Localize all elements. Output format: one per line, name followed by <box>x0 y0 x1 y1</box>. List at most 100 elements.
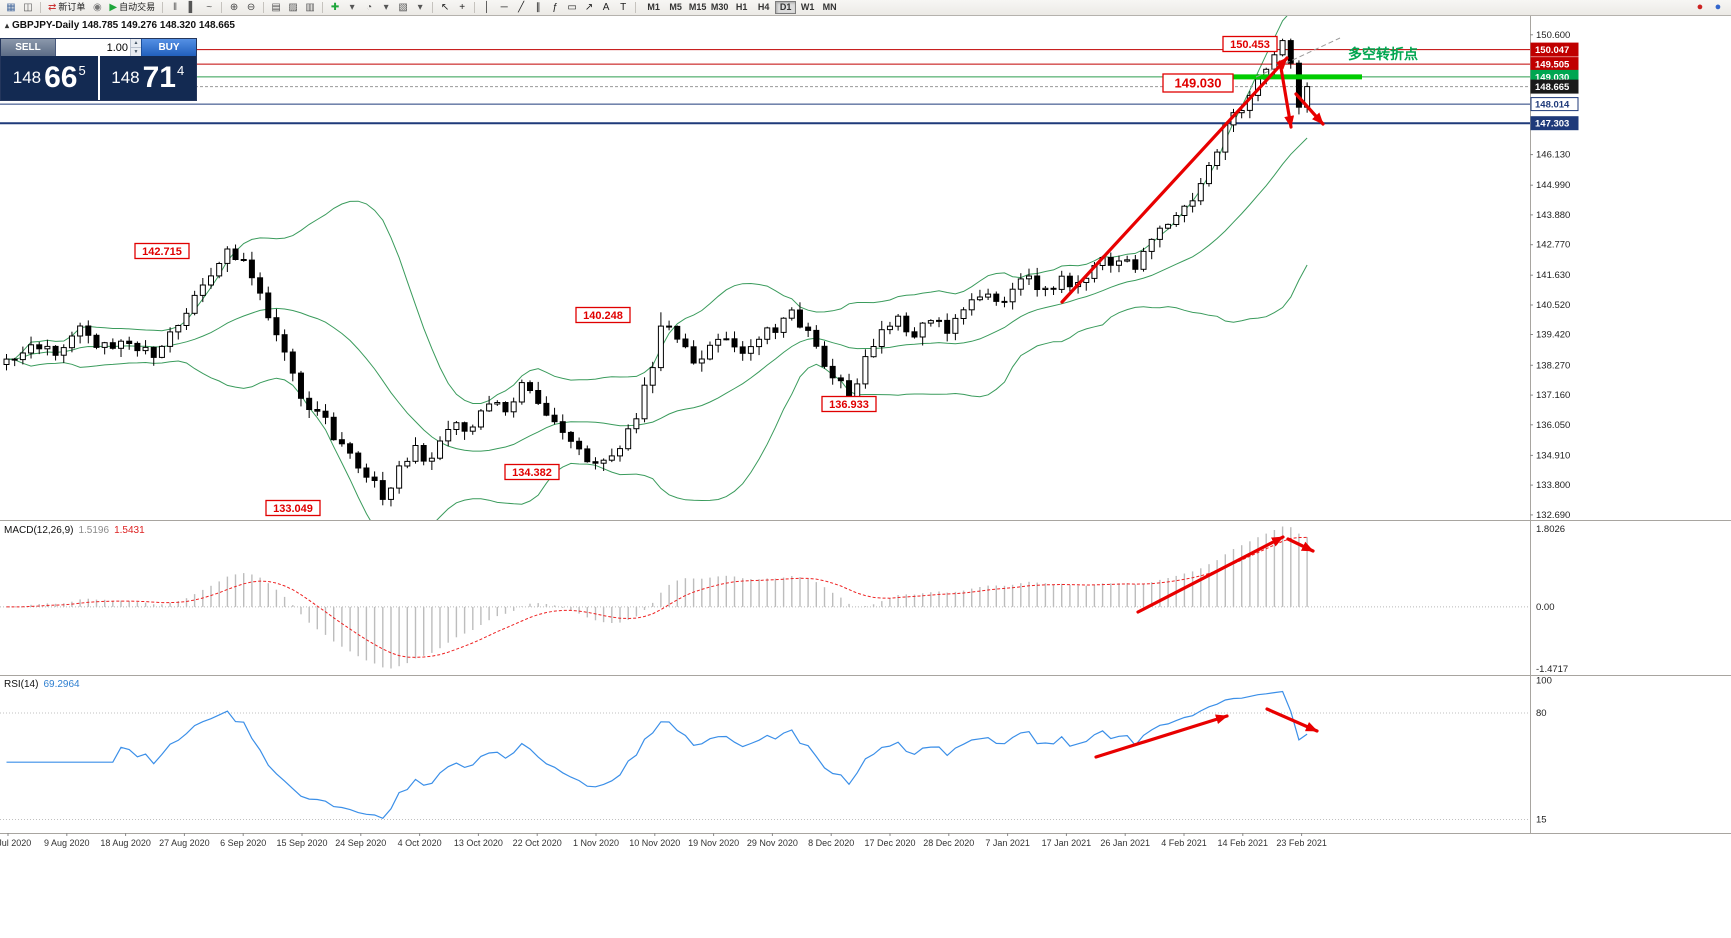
volume-input[interactable] <box>56 39 130 56</box>
buy-price-button[interactable]: 148 71 4 <box>99 56 196 100</box>
timeframe-w1-button[interactable]: W1 <box>797 1 818 14</box>
timeframe-d1-button[interactable]: D1 <box>775 1 797 14</box>
community-icon[interactable]: ● <box>1692 1 1708 15</box>
svg-text:150.453: 150.453 <box>1230 39 1270 51</box>
templates-icon[interactable]: ▧ <box>395 1 411 15</box>
expert-advisors-icon[interactable]: ◉ <box>89 1 105 15</box>
svg-text:13 Oct 2020: 13 Oct 2020 <box>454 838 503 848</box>
volume-decrease-button[interactable]: ▼ <box>131 48 141 56</box>
svg-text:133.049: 133.049 <box>273 503 313 515</box>
timeframe-m1-button[interactable]: M1 <box>643 1 664 14</box>
cursor-icon: ↖ <box>440 1 450 13</box>
svg-text:17 Jan 2021: 17 Jan 2021 <box>1042 838 1092 848</box>
symbol-ohlc-text: GBPJPY-Daily 148.785 149.276 148.320 148… <box>12 20 235 31</box>
tile-windows-icon: ▤ <box>271 1 281 13</box>
indicators-dropdown-icon[interactable]: ▾ <box>344 1 360 15</box>
new-order-button[interactable]: ⇄ 新订单 <box>45 1 88 15</box>
svg-text:142.715: 142.715 <box>142 246 182 258</box>
cursor-icon[interactable]: ↖ <box>437 1 453 15</box>
channel-icon[interactable]: ∥ <box>530 1 546 15</box>
macd-indicator-label: MACD(12,26,9) 1.5196 1.5431 <box>4 525 145 536</box>
price-annotation-label: 142.715 <box>134 242 190 260</box>
svg-text:8 Dec 2020: 8 Dec 2020 <box>808 838 854 848</box>
volume-increase-button[interactable]: ▲ <box>131 39 141 48</box>
timeframe-h4-button[interactable]: H4 <box>753 1 774 14</box>
indicators-icon: ✚ <box>330 1 340 13</box>
text-icon[interactable]: A <box>598 1 614 15</box>
svg-text:136.933: 136.933 <box>829 399 869 411</box>
svg-text:9 Aug 2020: 9 Aug 2020 <box>44 838 90 848</box>
autotrading-button[interactable]: ▶ 自动交易 <box>106 1 158 15</box>
svg-text:14 Feb 2021: 14 Feb 2021 <box>1218 838 1269 848</box>
svg-text:136.050: 136.050 <box>1536 420 1570 431</box>
sell-button[interactable]: SELL <box>1 39 56 56</box>
timeframe-toolbar: M1 M5 M15 M30 H1 H4 D1 W1 MN <box>643 1 840 14</box>
indicators-icon[interactable]: ✚ <box>327 1 343 15</box>
timeframe-mn-button[interactable]: MN <box>819 1 840 14</box>
svg-text:134.382: 134.382 <box>512 467 552 479</box>
timeframe-m15-button[interactable]: M15 <box>688 2 707 12</box>
zoom-out-icon[interactable]: ⊖ <box>243 1 259 15</box>
new-chart-icon[interactable]: ▦ <box>3 1 19 15</box>
svg-text:138.270: 138.270 <box>1536 360 1570 371</box>
buy-button[interactable]: BUY <box>141 39 196 56</box>
trendline-icon: ╱ <box>518 1 525 13</box>
expert-advisors-icon: ◉ <box>93 1 102 13</box>
zoom-in-icon[interactable]: ⊕ <box>226 1 242 15</box>
crosshair-icon[interactable]: + <box>454 1 470 15</box>
shapes-icon[interactable]: ▭ <box>564 1 580 15</box>
zoom-out-icon: ⊖ <box>246 1 256 13</box>
tile-windows-icon[interactable]: ▤ <box>268 1 284 15</box>
svg-text:27 Aug 2020: 27 Aug 2020 <box>159 838 210 848</box>
rsi-pane-splitter[interactable] <box>0 674 1731 677</box>
periods-dropdown-icon[interactable]: ▾ <box>378 1 394 15</box>
trendline-icon[interactable]: ╱ <box>513 1 529 15</box>
candlestick-chart-icon[interactable]: ▌ <box>184 1 200 15</box>
new-chart-icon: ▦ <box>6 1 16 13</box>
periods-dropdown-icon: ▾ <box>383 1 389 13</box>
svg-text:149.030: 149.030 <box>1175 76 1222 91</box>
cascade-windows-icon: ▨ <box>288 1 298 13</box>
new-order-button: ⇄ <box>48 1 57 13</box>
toolbar-separator <box>40 2 41 13</box>
templates-dropdown-icon[interactable]: ▾ <box>412 1 428 15</box>
toolbar-separator <box>221 2 223 13</box>
svg-text:148.665: 148.665 <box>1535 82 1570 93</box>
price-tag: 150.047 <box>1530 42 1579 57</box>
svg-text:100: 100 <box>1536 675 1552 686</box>
sell-price-point: 5 <box>78 62 86 78</box>
text-label-icon[interactable]: T <box>615 1 631 15</box>
toolbar-separator <box>162 2 164 13</box>
svg-text:15: 15 <box>1536 815 1547 826</box>
price-tag: 148.665 <box>1530 79 1579 94</box>
line-chart-icon[interactable]: ~ <box>201 1 217 15</box>
time-axis[interactable] <box>0 833 1530 854</box>
vertical-line-icon[interactable]: │ <box>479 1 495 15</box>
timeframe-m5-button[interactable]: M5 <box>665 1 686 14</box>
timeframe-m30-button[interactable]: M30 <box>710 2 729 12</box>
arrange-windows-icon[interactable]: ▥ <box>302 1 318 15</box>
svg-text:141.630: 141.630 <box>1536 270 1570 281</box>
macd-pane-splitter[interactable] <box>0 519 1731 522</box>
svg-text:4 Oct 2020: 4 Oct 2020 <box>398 838 442 848</box>
timeframe-h1-button[interactable]: H1 <box>731 1 752 14</box>
chart-profiles-icon[interactable]: ◫ <box>20 1 36 15</box>
arrows-icon[interactable]: ↗ <box>581 1 597 15</box>
periods-icon: ◔ <box>366 1 373 13</box>
sell-price-big: 148 <box>12 68 42 87</box>
chart-area[interactable]: 150.600 146.130 144.990 143.880 142.770 141.6… <box>0 16 1731 938</box>
periods-icon[interactable]: ◔ <box>361 1 377 15</box>
cascade-windows-icon[interactable]: ▨ <box>285 1 301 15</box>
candlestick-chart-icon: ▌ <box>188 1 196 13</box>
rsi-name: RSI(14) <box>4 679 39 690</box>
horizontal-line-icon[interactable]: ─ <box>496 1 512 15</box>
svg-text:18 Aug 2020: 18 Aug 2020 <box>100 838 151 848</box>
fibonacci-icon[interactable]: ƒ <box>547 1 563 15</box>
price-axis[interactable] <box>1530 16 1731 833</box>
svg-text:4 Feb 2021: 4 Feb 2021 <box>1161 838 1207 848</box>
toolbar-separator <box>635 2 637 13</box>
help-icon[interactable]: ● <box>1710 1 1726 15</box>
sell-price-button[interactable]: 148 66 5 <box>1 56 98 100</box>
macd-main-value: 1.5196 <box>78 525 110 536</box>
bar-chart-icon[interactable]: ‖ <box>167 1 183 15</box>
